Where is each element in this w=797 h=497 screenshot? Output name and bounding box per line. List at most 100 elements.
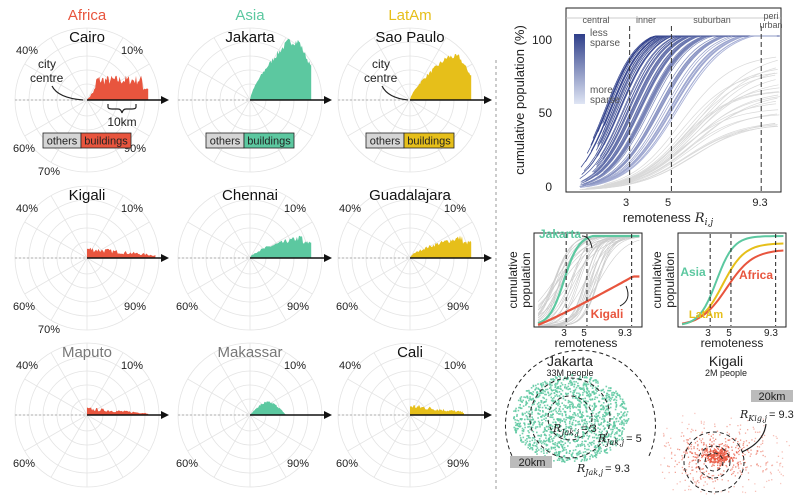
kigali-building <box>668 471 670 474</box>
jakarta-building <box>586 458 588 460</box>
kigali-building <box>685 449 687 451</box>
jakarta-building <box>532 430 535 433</box>
jakarta-building <box>552 389 555 391</box>
jakarta-building <box>616 437 618 440</box>
jakarta-building <box>573 383 576 386</box>
legend-buildings-box <box>403 132 455 149</box>
jakarta-building <box>550 399 553 402</box>
kigali-building <box>781 457 784 459</box>
kigali-building <box>705 470 708 472</box>
jakarta-building <box>582 383 585 386</box>
jakarta-building <box>557 386 559 388</box>
kigali-building <box>713 458 716 461</box>
jakarta-building <box>600 422 603 424</box>
jakarta-building <box>558 454 560 457</box>
polar-axis-arrowhead <box>484 254 492 262</box>
city-centre-label-latam: city centre <box>364 57 398 85</box>
jakarta-building <box>605 435 607 438</box>
polar-spoke <box>373 99 411 163</box>
jakarta-building <box>538 434 541 437</box>
polar-spoke <box>86 99 124 163</box>
jakarta-building <box>603 434 605 437</box>
jakarta-building <box>619 405 622 407</box>
jakarta-building <box>569 382 572 384</box>
kigali-building <box>700 441 703 444</box>
jakarta-building <box>522 441 525 443</box>
polar-spoke <box>50 195 88 259</box>
jakarta-building <box>559 405 561 408</box>
jakarta-building <box>595 413 598 415</box>
kigali-building <box>728 452 730 454</box>
small1-arrow-kigali <box>619 285 629 307</box>
kigali-building <box>664 477 666 479</box>
jakarta-building <box>566 459 569 461</box>
jakarta-building <box>573 391 576 394</box>
kigali-building <box>763 425 765 427</box>
kigali-building <box>681 459 683 461</box>
kigali-building <box>756 464 758 466</box>
jakarta-building <box>562 379 565 381</box>
kigali-building <box>733 486 735 488</box>
jakarta-building <box>593 415 596 417</box>
jakarta-building <box>565 393 568 396</box>
jakarta-building <box>524 424 526 426</box>
jakarta-building <box>610 424 612 426</box>
jakarta-building <box>607 412 610 415</box>
kigali-building <box>708 473 710 475</box>
kigali-building <box>763 486 765 488</box>
kigali-building <box>706 446 708 448</box>
jakarta-building <box>548 439 551 441</box>
jakarta-building <box>565 451 568 453</box>
kigali-building <box>705 444 707 446</box>
kigali-building <box>728 456 730 458</box>
jakarta-building <box>556 445 559 447</box>
kigali-building <box>735 451 738 453</box>
kigali-building <box>676 463 678 466</box>
jakarta-building <box>539 441 542 443</box>
jakarta-building <box>584 405 587 408</box>
jakarta-building <box>542 390 545 392</box>
jakarta-building <box>590 444 593 446</box>
scale-label: 10km <box>107 115 136 129</box>
kigali-building <box>685 469 688 471</box>
polar-percent-label: 90% <box>287 301 309 313</box>
jakarta-building <box>615 396 618 399</box>
jakarta-building <box>538 440 540 442</box>
small-chart-cities: Jakarta Kigali 3 5 9.3 remoteness cumula… <box>506 227 643 350</box>
jakarta-building <box>556 433 559 436</box>
jakarta-building <box>577 439 579 441</box>
kigali-building <box>732 460 734 462</box>
kigali-building <box>683 440 685 442</box>
small1-xtick-5: 5 <box>581 328 587 339</box>
jakarta-building <box>536 395 539 397</box>
jakarta-building <box>583 458 586 461</box>
kigali-building <box>754 437 757 440</box>
jakarta-building <box>599 452 601 454</box>
jakarta-building <box>526 395 528 398</box>
jakarta-building <box>612 444 614 446</box>
jakarta-building <box>552 446 555 449</box>
jakarta-building <box>557 380 559 383</box>
jakarta-building <box>578 392 580 395</box>
jakarta-building <box>598 447 600 449</box>
jakarta-building <box>528 425 531 428</box>
jakarta-building <box>548 406 551 408</box>
city-cumulative-line <box>597 74 776 188</box>
jakarta-building <box>595 415 598 418</box>
jakarta-building <box>560 382 563 384</box>
kigali-building <box>716 455 718 457</box>
jakarta-building <box>621 426 624 429</box>
jakarta-building <box>578 395 580 398</box>
jakarta-building <box>583 435 585 437</box>
kigali-building <box>740 471 742 474</box>
kigali-building <box>703 484 705 487</box>
kigali-building <box>721 447 723 449</box>
kigali-building <box>710 456 713 458</box>
kigali-building <box>681 421 683 424</box>
kigali-building <box>708 433 710 435</box>
jakarta-building <box>529 437 531 439</box>
kigali-building <box>750 453 752 455</box>
